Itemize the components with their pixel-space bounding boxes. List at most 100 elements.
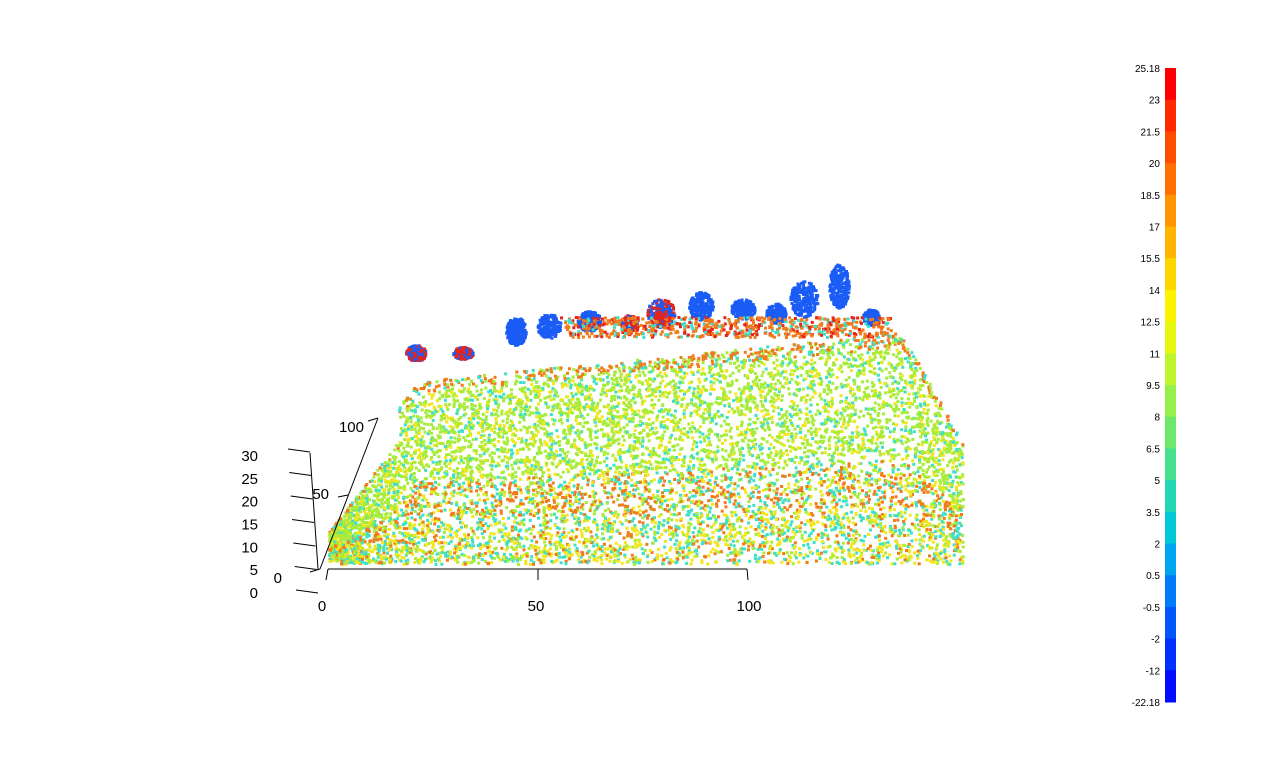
cloud-point: [685, 504, 689, 508]
cloud-point: [366, 548, 370, 552]
cloud-point: [453, 551, 457, 555]
cloud-point: [879, 350, 883, 354]
cloud-point: [449, 436, 453, 440]
cloud-point: [343, 542, 347, 546]
cloud-point: [404, 553, 408, 557]
cloud-point: [952, 524, 956, 528]
cloud-point: [761, 458, 765, 462]
cloud-point: [688, 386, 692, 390]
cloud-point: [529, 512, 533, 516]
cloud-point: [483, 529, 486, 533]
cloud-point: [604, 421, 608, 425]
cloud-point: [472, 382, 475, 386]
cloud-point: [547, 532, 551, 536]
cloud-point: [832, 475, 836, 479]
cloud-point: [723, 438, 727, 442]
cloud-point: [549, 413, 553, 417]
cloud-point: [605, 501, 609, 505]
cloud-point: [893, 408, 897, 412]
cloud-point: [516, 487, 520, 491]
cloud-point: [614, 470, 618, 474]
cloud-point: [380, 478, 384, 482]
cloud-point: [634, 470, 638, 473]
cloud-point: [871, 381, 874, 385]
cloud-point: [904, 447, 908, 451]
cloud-point: [514, 557, 518, 561]
cloud-point: [513, 547, 517, 551]
cloud-point: [460, 525, 463, 529]
cloud-point: [572, 484, 576, 488]
cloud-point: [682, 371, 686, 375]
cloud-point: [683, 364, 687, 368]
cloud-point: [931, 484, 934, 488]
cloud-point: [611, 435, 615, 439]
cloud-point: [870, 477, 874, 481]
cloud-point: [357, 555, 361, 559]
cloud-point: [450, 455, 454, 459]
cloud-point: [603, 481, 607, 485]
cloud-point: [487, 400, 491, 404]
cloud-point: [891, 336, 895, 340]
cloud-point: [361, 546, 364, 550]
cloud-point: [920, 488, 924, 492]
cloud-point: [614, 541, 618, 545]
cloud-point: [751, 445, 755, 449]
cloud-point: [583, 443, 587, 447]
cloud-point: [724, 542, 728, 546]
cloud-point: [669, 380, 673, 384]
cloud-point: [618, 414, 622, 418]
cloud-point: [623, 555, 627, 559]
cloud-point: [736, 399, 740, 403]
cloud-point: [558, 543, 562, 547]
cloud-point: [807, 534, 811, 538]
cloud-point: [475, 510, 479, 514]
cloud-point: [853, 477, 857, 481]
cloud-point: [467, 479, 471, 483]
cloud-point: [917, 422, 921, 426]
cloud-point: [525, 376, 529, 380]
cloud-point: [952, 536, 956, 540]
cloud-point: [402, 414, 406, 418]
cloud-point: [837, 421, 841, 425]
cloud-point: [734, 554, 738, 558]
cloud-point: [734, 392, 738, 396]
cloud-point: [945, 543, 949, 547]
cloud-point: [536, 511, 540, 515]
cloud-point: [361, 521, 365, 525]
cloud-point: [493, 444, 497, 448]
cloud-point: [907, 548, 911, 552]
cloud-point: [933, 555, 937, 559]
cloud-point: [355, 548, 359, 552]
cloud-point: [335, 521, 339, 525]
cloud-point: [956, 505, 960, 509]
cloud-point: [383, 466, 387, 470]
cloud-point: [673, 369, 677, 373]
cloud-point: [861, 489, 864, 493]
cloud-point: [709, 356, 713, 359]
cloud-point: [702, 412, 706, 416]
cloud-point: [532, 377, 536, 381]
cloud-point: [571, 425, 575, 429]
cloud-point: [635, 529, 639, 533]
cloud-point: [936, 559, 940, 563]
cloud-point: [519, 381, 523, 384]
cloud-point: [735, 442, 739, 445]
cloud-point: [873, 489, 877, 493]
cloud-point: [695, 552, 699, 556]
cloud-point: [678, 366, 681, 369]
cloud-point: [532, 535, 536, 539]
cloud-point: [533, 389, 537, 393]
cloud-point: [594, 366, 598, 370]
cloud-point: [717, 491, 721, 495]
cloud-point: [817, 473, 821, 477]
cloud-point: [471, 480, 475, 483]
cloud-point: [683, 432, 687, 436]
cloud-point: [782, 421, 786, 425]
cloud-point: [446, 554, 450, 558]
cloud-point: [509, 510, 512, 514]
cloud-point: [907, 439, 911, 443]
cloud-point: [354, 514, 358, 518]
cloud-point: [712, 381, 716, 385]
cloud-point: [567, 367, 571, 371]
cloud-point: [887, 347, 891, 351]
